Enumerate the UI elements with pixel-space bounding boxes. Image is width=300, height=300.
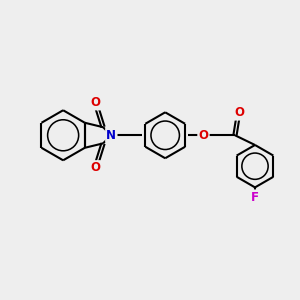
Text: O: O (234, 106, 244, 119)
Text: O: O (90, 161, 100, 174)
Text: N: N (106, 129, 116, 142)
Text: O: O (199, 129, 208, 142)
Text: F: F (251, 190, 259, 204)
Text: O: O (90, 96, 100, 109)
